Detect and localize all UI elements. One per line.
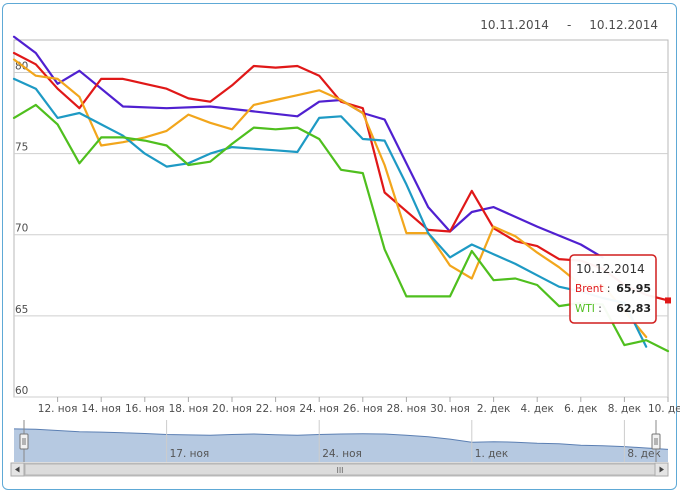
series-lines [12, 35, 671, 353]
x-tick-label: 4. дек [520, 403, 553, 415]
x-tick-label: 6. дек [564, 403, 597, 415]
tooltip-brent-label: Brent : [575, 283, 610, 295]
navigator-plot [13, 428, 669, 462]
navigator-label: 24. ноя [322, 448, 362, 460]
plot-border [13, 39, 669, 398]
grid-lines [13, 39, 669, 398]
tooltip-wti-label: WTI : [575, 303, 602, 315]
tooltip-brent-value: 65,95 [616, 282, 651, 295]
x-tick-label: 14. ноя [81, 403, 121, 415]
date-range-to[interactable]: 10.12.2014 [589, 18, 658, 32]
navigator-label: 17. ноя [170, 448, 210, 460]
brent-hover-marker [665, 297, 671, 304]
navigator-label: 1. дек [475, 448, 508, 460]
x-tick-label: 10. дек [648, 403, 680, 415]
y-tick-label: 65 [15, 304, 28, 316]
x-tick-label: 28. ноя [387, 403, 427, 415]
chart-frame: 10.11.2014 - 10.12.2014 [2, 3, 677, 490]
x-axis: 12. ноя 14. ноя 16. ноя 18. ноя 20. ноя 22. н… [38, 397, 680, 415]
x-tick-label: 26. ноя [343, 403, 383, 415]
x-tick-label: 12. ноя [38, 403, 78, 415]
x-tick-label: 30. ноя [430, 403, 470, 415]
x-tick-label: 20. ноя [212, 403, 252, 415]
x-tick-label: 22. ноя [256, 403, 296, 415]
y-tick-label: 75 [15, 142, 28, 154]
navigator[interactable]: 17. ноя 24. ноя 1. дек 8. дек [13, 420, 669, 464]
series-line-wti [12, 103, 670, 353]
y-tick-label: 70 [15, 223, 28, 235]
scrollbar-grip: III [336, 466, 343, 475]
y-tick-label: 60 [15, 385, 28, 397]
date-range-from[interactable]: 10.11.2014 [480, 18, 549, 32]
arrow-right-icon [659, 466, 664, 473]
series-line-4 [12, 77, 648, 348]
arrow-left-icon [15, 466, 20, 473]
tooltip-wti-value: 62,83 [616, 302, 651, 315]
date-range-separator: - [566, 18, 572, 32]
x-tick-label: 18. ноя [169, 403, 209, 415]
scrollbar[interactable]: III [10, 462, 669, 477]
navigator-labels: 17. ноя 24. ноя 1. дек 8. дек [166, 420, 661, 462]
navigator-area [14, 428, 668, 462]
x-tick-label: 16. ноя [125, 403, 165, 415]
x-tick-label: 2. дек [477, 403, 510, 415]
navigator-right-handle[interactable] [651, 420, 661, 462]
series-line-brent [12, 51, 670, 302]
series-line-3 [12, 58, 648, 339]
navigator-label: 8. дек [627, 448, 660, 460]
x-tick-label: 8. дек [608, 403, 641, 415]
series-line-1 [12, 35, 604, 259]
tooltip-date: 10.12.2014 [576, 262, 645, 276]
tooltip: 10.12.2014 Brent : 65,95 WTI : 62,83 [569, 254, 657, 324]
x-tick-label: 24. ноя [299, 403, 339, 415]
navigator-line [13, 428, 669, 450]
navigator-left-handle[interactable] [19, 420, 29, 462]
date-range: 10.11.2014 - 10.12.2014 [480, 18, 658, 32]
tooltip-box [569, 254, 657, 324]
